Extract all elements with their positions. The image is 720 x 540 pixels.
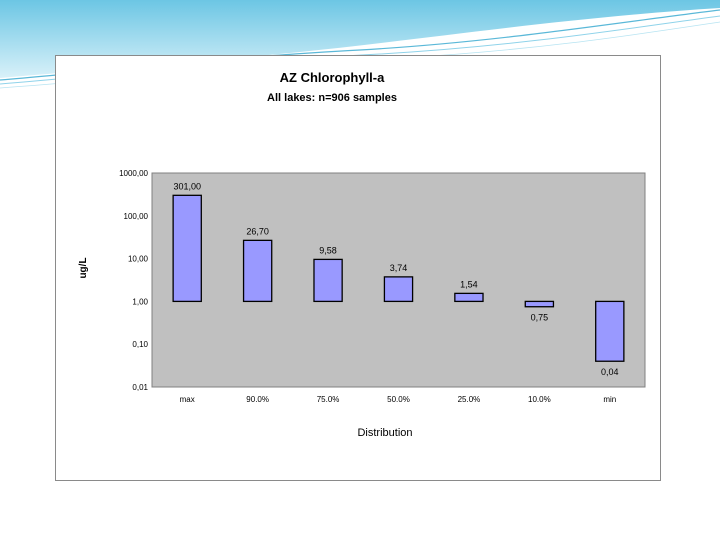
- x-tick-label: 90.0%: [246, 395, 269, 404]
- bar-value-label: 1,54: [460, 279, 478, 289]
- x-axis-label: Distribution: [357, 427, 412, 439]
- bar-value-label: 301,00: [173, 181, 201, 191]
- bar-value-label: 9,58: [319, 245, 337, 255]
- bar: [242, 239, 273, 303]
- x-tick-label: 75.0%: [317, 395, 340, 404]
- x-tick-label: 50.0%: [387, 395, 410, 404]
- chart-title: AZ Chlorophyll-a: [280, 70, 385, 85]
- bar: [313, 258, 343, 303]
- chart-subtitle: All lakes: n=906 samples: [267, 92, 397, 104]
- bar: [172, 194, 202, 303]
- y-tick-label: 0,10: [132, 340, 148, 349]
- x-tick-label: max: [180, 395, 195, 404]
- y-tick-label: 10,00: [128, 255, 149, 264]
- bar-value-label: 3,74: [390, 263, 408, 273]
- y-axis-ticks: 1000,00 100,00 10,00 1,00 0,10 0,01: [119, 169, 148, 392]
- bar-value-label: 0,04: [601, 367, 619, 377]
- bar: [383, 276, 414, 303]
- bar-value-label: 26,70: [246, 226, 269, 236]
- y-tick-label: 0,01: [132, 383, 148, 392]
- value-labels-group: 301,00 26,70 9,58 3,74 1,54 0,75 0,04: [173, 181, 618, 377]
- bar-value-label: 0,75: [531, 313, 549, 323]
- x-tick-label: min: [603, 395, 616, 404]
- bar: [454, 292, 484, 303]
- y-tick-label: 1000,00: [119, 169, 148, 178]
- bar: [524, 300, 555, 308]
- y-axis-label: ug/L: [78, 257, 89, 278]
- bar: [595, 300, 625, 362]
- bars-group: [172, 194, 625, 362]
- x-axis-ticks: max 90.0% 75.0% 50.0% 25.0% 10.0% min: [180, 395, 617, 404]
- y-tick-label: 100,00: [124, 212, 149, 221]
- x-tick-label: 25.0%: [458, 395, 481, 404]
- y-tick-label: 1,00: [132, 297, 148, 306]
- x-tick-label: 10.0%: [528, 395, 551, 404]
